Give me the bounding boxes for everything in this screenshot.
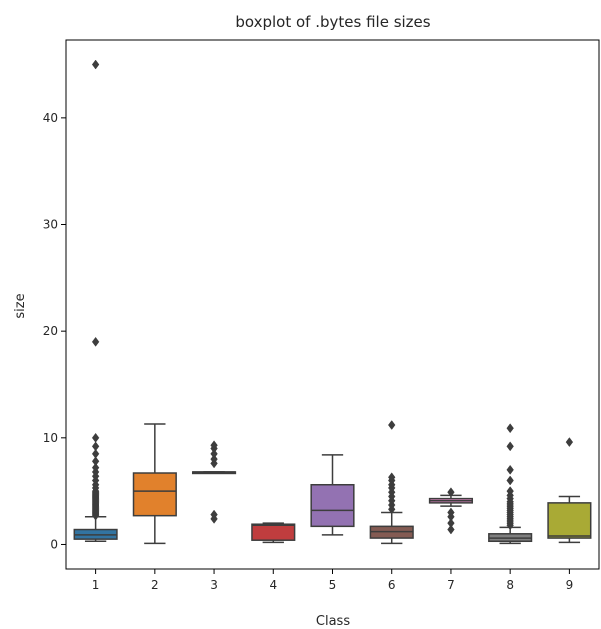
box-class-4 — [251, 522, 296, 544]
x-tick-label: 7 — [447, 578, 455, 592]
x-tick-label: 9 — [566, 578, 574, 592]
flier-point — [388, 472, 396, 483]
x-tick-label: 4 — [269, 578, 277, 592]
y-axis: 0 10 20 30 40 — [43, 111, 66, 551]
box-class-8 — [488, 423, 533, 545]
x-tick-label: 1 — [92, 578, 100, 592]
flier-point — [506, 423, 514, 434]
flier-point — [388, 420, 396, 430]
box-class-2 — [132, 423, 177, 545]
y-tick-label: 10 — [43, 431, 58, 445]
plot-area-frame — [65, 39, 600, 570]
flier-point — [506, 464, 514, 475]
flier-point — [91, 462, 100, 473]
box — [251, 523, 296, 541]
flier-point — [565, 437, 574, 447]
x-tick-label: 8 — [506, 578, 514, 592]
y-tick-label: 20 — [43, 324, 58, 338]
x-tick-label: 3 — [210, 578, 218, 592]
y-tick-label: 40 — [43, 111, 58, 125]
x-tick-label: 2 — [151, 578, 159, 592]
flier-point — [91, 456, 100, 467]
flier-point — [447, 487, 455, 498]
flier-point — [91, 336, 100, 347]
flier-point — [447, 524, 455, 535]
x-axis-label: Class — [316, 614, 350, 629]
flier-point — [210, 509, 218, 520]
x-tick-label: 6 — [388, 578, 396, 592]
y-tick-label: 0 — [50, 537, 58, 551]
box-class-9 — [547, 437, 592, 544]
flier-point — [91, 448, 100, 459]
boxes-layer — [73, 59, 592, 545]
flier-point — [447, 518, 455, 529]
box-class-1 — [73, 59, 118, 543]
flier-point — [210, 440, 218, 451]
x-tick-label: 5 — [329, 578, 337, 592]
flier-point — [91, 59, 100, 70]
flier-point — [91, 441, 100, 452]
flier-point — [210, 448, 218, 459]
box — [132, 472, 177, 517]
flier-point — [210, 454, 218, 465]
chart-title: boxplot of .bytes file sizes — [235, 13, 430, 31]
flier-point — [506, 486, 514, 497]
box-class-5 — [310, 454, 355, 536]
y-axis-label: size — [13, 293, 28, 318]
box — [547, 502, 592, 539]
flier-point — [447, 507, 455, 518]
box-class-7 — [428, 487, 474, 535]
x-axis: 1 2 3 4 5 6 7 8 9 — [92, 569, 573, 592]
box — [310, 483, 355, 528]
y-tick-label: 30 — [43, 218, 58, 232]
flier-point — [91, 432, 100, 443]
flier-point — [506, 441, 514, 452]
flier-point — [506, 475, 514, 486]
box-class-6 — [369, 420, 414, 545]
box-class-3 — [191, 440, 237, 524]
